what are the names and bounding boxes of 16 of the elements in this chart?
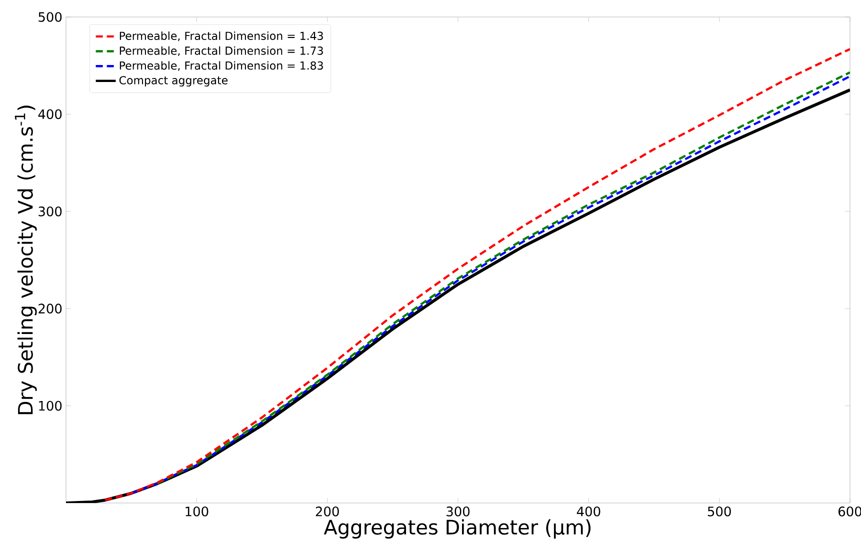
x-tick-label: 100 xyxy=(186,506,208,516)
y-tick-label: 500 xyxy=(38,12,62,22)
x-tick-label: 400 xyxy=(576,506,600,516)
legend-label: Permeable, Fractal Dimension = 1.83 xyxy=(120,61,323,71)
y-axis-title: Dry Setling velocity Vd (cm.s$^{-1}$) xyxy=(14,106,37,414)
y-tick-label: 200 xyxy=(38,304,62,314)
x-tick-label: 300 xyxy=(446,506,470,516)
legend-label: Compact aggregate xyxy=(119,76,228,87)
legend-label: Permeable, Fractal Dimension = 1.43 xyxy=(120,31,323,42)
x-tick-label: 200 xyxy=(316,506,339,516)
y-tick-label: 400 xyxy=(38,109,62,120)
y-tick-label: 300 xyxy=(38,206,62,216)
legend-label: Permeable, Fractal Dimension = 1.73 xyxy=(120,46,323,56)
x-axis-title: Aggregates Diameter (μm) xyxy=(324,519,591,539)
y-tick-label: 100 xyxy=(39,400,62,411)
x-tick-label: 500 xyxy=(708,506,731,516)
